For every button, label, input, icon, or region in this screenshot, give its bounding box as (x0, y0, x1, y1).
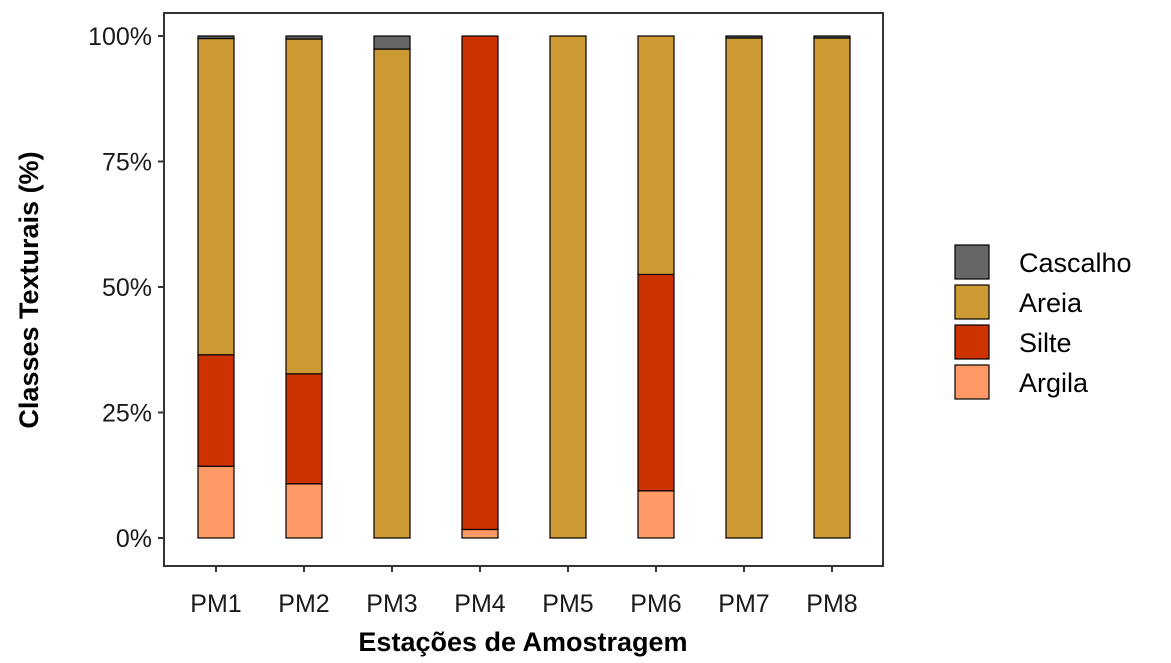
legend-swatch-argila (954, 364, 990, 400)
bar-segment-cascalho-pm7 (725, 35, 763, 39)
legend-swatch-cascalho (954, 244, 990, 280)
legend: Cascalho Areia Silte Argila (954, 244, 1132, 400)
bar-segment-areia-pm5 (549, 35, 587, 539)
x-tick-label: PM6 (630, 590, 681, 618)
panel-border (163, 12, 884, 567)
bar-segment-argila-pm2 (285, 483, 323, 539)
x-tick-label: PM1 (190, 590, 241, 618)
y-tick-label: 50% (102, 274, 152, 302)
y-tick-label: 0% (116, 525, 152, 553)
y-axis-title: Classes Texturais (%) (14, 151, 44, 428)
x-tick-label: PM2 (278, 590, 329, 618)
x-tick-label: PM5 (542, 590, 593, 618)
bar-segment-areia-pm3 (373, 48, 411, 539)
y-tick-label: 75% (102, 149, 152, 177)
bar-segment-cascalho-pm1 (197, 35, 235, 40)
bar-segment-argila-pm1 (197, 465, 235, 539)
bar-segment-cascalho-pm3 (373, 35, 411, 50)
bar-segment-silte-pm6 (637, 273, 675, 492)
bar-segment-areia-pm2 (285, 38, 323, 375)
legend-swatch-areia (954, 284, 990, 320)
x-tick-label: PM7 (718, 590, 769, 618)
bar-segment-silte-pm1 (197, 354, 235, 467)
x-tick-label: PM3 (366, 590, 417, 618)
x-axis: PM1 PM2 PM3 PM4 PM5 PM6 PM7 PM8 (190, 566, 858, 618)
bars (197, 35, 851, 539)
legend-label-argila: Argila (1019, 368, 1089, 398)
bar-segment-silte-pm4 (461, 35, 499, 531)
bar-segment-areia-pm8 (813, 37, 851, 539)
bar-segment-cascalho-pm8 (813, 35, 851, 39)
y-tick-label: 25% (102, 400, 152, 428)
y-tick-label: 100% (88, 23, 152, 51)
bar-segment-areia-pm1 (197, 37, 235, 356)
legend-swatch-silte (954, 324, 990, 360)
bar-segment-silte-pm2 (285, 373, 323, 485)
bar-segment-argila-pm6 (637, 490, 675, 539)
bar-segment-areia-pm6 (637, 35, 675, 276)
x-tick-label: PM8 (806, 590, 857, 618)
x-axis-title: Estações de Amostragem (358, 627, 687, 657)
bar-segment-areia-pm7 (725, 37, 763, 539)
y-axis: 0% 25% 50% 75% 100% (88, 23, 164, 553)
bar-segment-cascalho-pm2 (285, 35, 323, 40)
x-tick-label: PM4 (454, 590, 506, 618)
legend-label-cascalho: Cascalho (1019, 248, 1132, 278)
legend-label-areia: Areia (1019, 288, 1083, 318)
legend-label-silte: Silte (1019, 328, 1072, 358)
bar-segment-argila-pm4 (461, 528, 499, 539)
